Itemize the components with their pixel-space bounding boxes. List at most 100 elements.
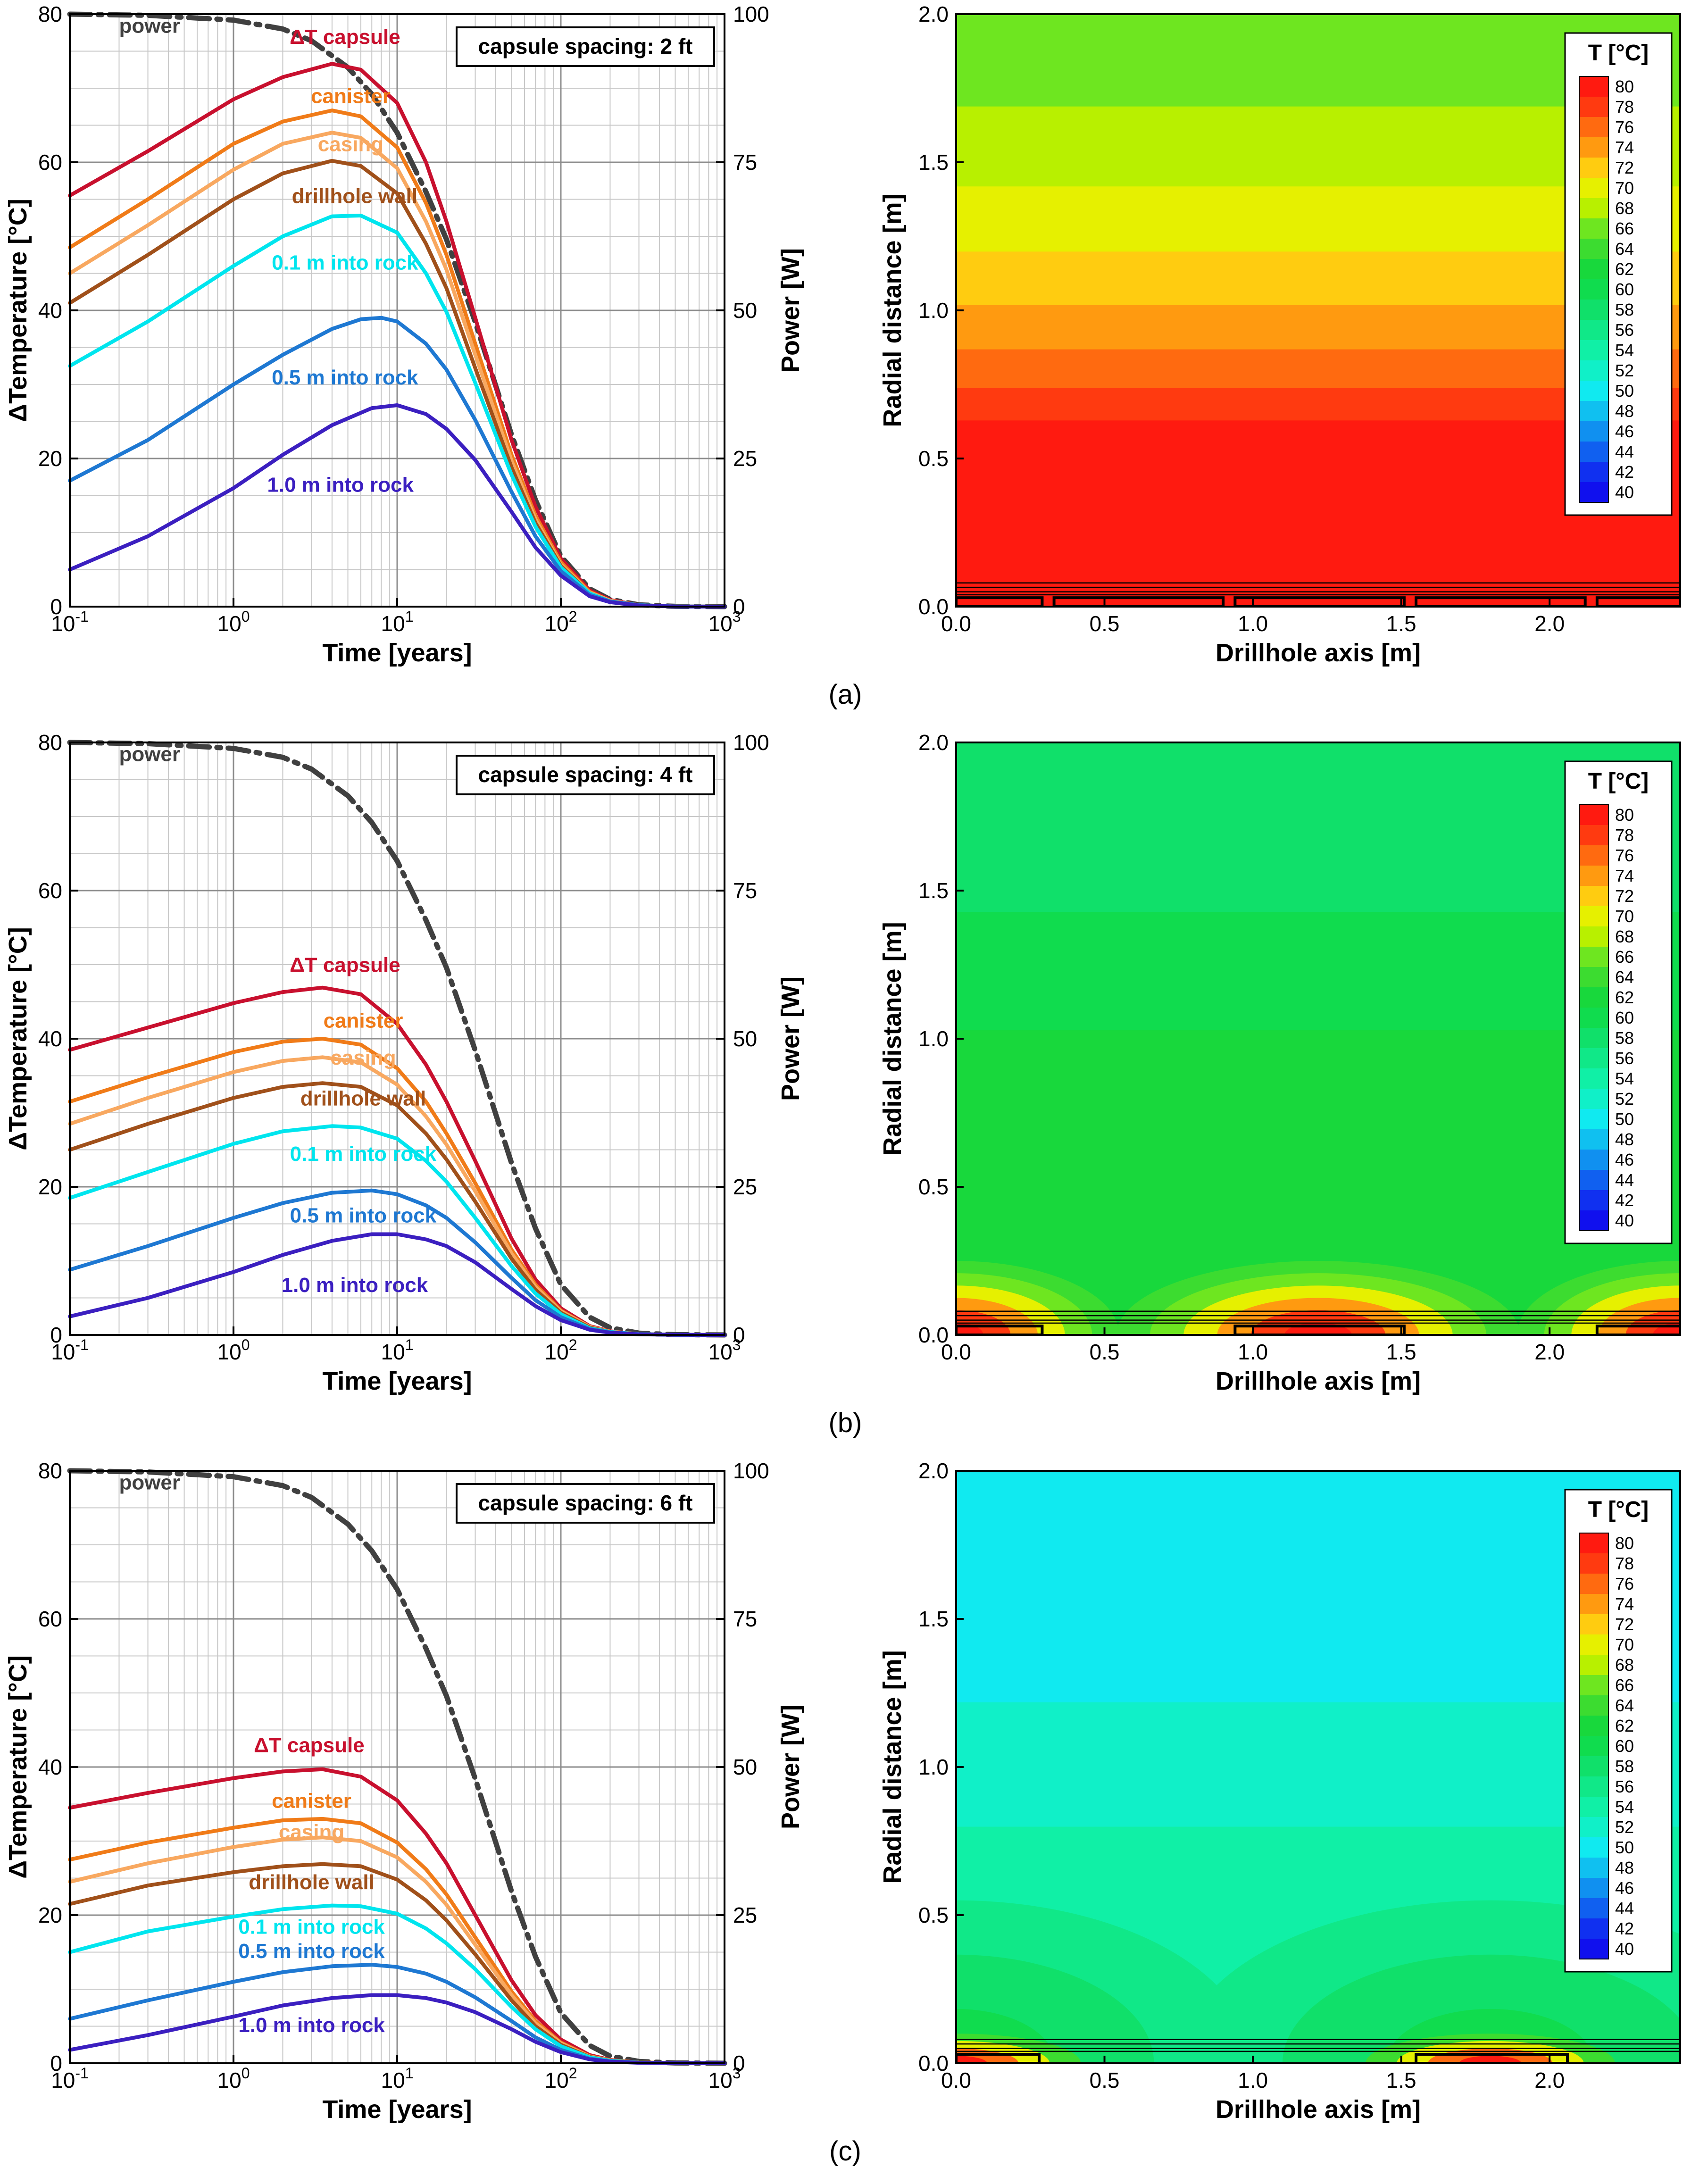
contour-blob: [956, 2056, 988, 2063]
contour-band: [956, 742, 1680, 912]
colorbar-level-label: 52: [1615, 361, 1634, 380]
colorbar-swatch: [1579, 1878, 1608, 1898]
y-tick-label: 20: [38, 446, 62, 471]
y-tick-label: 0.0: [918, 1323, 949, 1347]
x-tick-label: 10-1: [51, 608, 89, 636]
y-tick-label: 80: [38, 730, 62, 755]
spacing-box: [456, 755, 715, 795]
y-tick-label: 60: [38, 878, 62, 903]
series-line-power: [67, 740, 727, 1338]
colorbar-level-label: 74: [1615, 1594, 1634, 1614]
x-axis-label: Time [years]: [322, 639, 472, 667]
colorbar-level-label: 42: [1615, 1191, 1634, 1210]
capsule-outline: [1052, 596, 1225, 607]
colorbar-level-label: 62: [1615, 988, 1634, 1007]
colorbar-level-label: 50: [1615, 1109, 1634, 1129]
colorbar-swatch: [1579, 1614, 1608, 1634]
y-axis-label: Radial distance [m]: [878, 1650, 907, 1884]
colorbar-frame: [1579, 1533, 1609, 1959]
x-tick-label: 10-1: [51, 1336, 89, 1364]
series-label: power: [119, 14, 180, 37]
series-label: power: [119, 1471, 180, 1494]
series-label: 0.5 m into rock: [272, 366, 418, 389]
colorbar-level-label: 80: [1615, 77, 1634, 96]
x-tick-label: 0.5: [1090, 2068, 1120, 2092]
y2-tick-label: 75: [733, 1607, 757, 1631]
x-axis-label: Drillhole axis [m]: [1216, 639, 1421, 667]
colorbar-level-label: 60: [1615, 1008, 1634, 1027]
colorbar-swatch: [1579, 1574, 1608, 1594]
series-label: drillhole wall: [249, 1871, 375, 1894]
colorbar-swatch: [1579, 158, 1608, 178]
y-tick-label: 0: [50, 2051, 62, 2076]
colorbar-level-label: 58: [1615, 1028, 1634, 1048]
y-tick-label: 0.0: [918, 2051, 949, 2076]
colorbar-swatch: [1579, 421, 1608, 442]
series-label: 0.5 m into rock: [238, 1940, 385, 1963]
major-grid: [70, 14, 725, 607]
capsule-outline: [956, 2053, 1041, 2063]
colorbar-level-label: 58: [1615, 300, 1634, 319]
x-tick-label: 0.0: [941, 2068, 971, 2092]
colorbar-swatch: [1579, 381, 1608, 401]
x-tick-label: 101: [381, 1336, 414, 1364]
colorbar-level-label: 62: [1615, 1716, 1634, 1735]
colorbar-level-label: 80: [1615, 1534, 1634, 1553]
colorbar-level-label: 68: [1615, 1655, 1634, 1675]
colorbar-swatch: [1579, 442, 1608, 462]
colorbar-level-label: 46: [1615, 422, 1634, 441]
series-label: 1.0 m into rock: [282, 1274, 428, 1297]
colorbar-level-label: 72: [1615, 886, 1634, 906]
y-tick-label: 0.5: [918, 446, 949, 471]
contour-band: [956, 304, 1680, 350]
spacing-label: capsule spacing: 2 ft: [478, 34, 692, 58]
colorbar-level-label: 54: [1615, 1069, 1634, 1088]
colorbar-swatch: [1579, 845, 1608, 866]
colorbar-swatch: [1579, 1675, 1608, 1695]
colorbar-swatch: [1579, 1736, 1608, 1756]
y-tick-label: 20: [38, 1175, 62, 1199]
colorbar-level-label: 66: [1615, 1676, 1634, 1695]
colorbar-level-label: 40: [1615, 483, 1634, 502]
colorbar-swatch: [1579, 1068, 1608, 1089]
colorbar-swatch: [1579, 340, 1608, 360]
colorbar-swatch: [1579, 805, 1608, 825]
x-tick-label: 100: [217, 1336, 250, 1364]
series-label: canister: [272, 1789, 351, 1812]
contour-field: [956, 742, 1680, 1335]
series-label: canister: [324, 1009, 403, 1032]
colorbar-level-label: 64: [1615, 967, 1634, 987]
y2-tick-label: 100: [733, 1459, 769, 1483]
colorbar-swatch: [1579, 178, 1608, 198]
colorbar-swatch: [1579, 1634, 1608, 1655]
y2-tick-label: 0: [733, 594, 745, 619]
colorbar-level-label: 50: [1615, 1838, 1634, 1857]
colorbar-level-label: 54: [1615, 1797, 1634, 1817]
colorbar-swatch: [1579, 360, 1608, 381]
x-tick-label: 1.5: [1386, 611, 1416, 636]
colorbar-level-label: 54: [1615, 341, 1634, 360]
colorbar-swatch: [1579, 259, 1608, 279]
y-tick-label: 40: [38, 1755, 62, 1779]
x-axis-label: Drillhole axis [m]: [1216, 1367, 1421, 1395]
colorbar-swatch: [1579, 76, 1608, 97]
colorbar-level-label: 58: [1615, 1757, 1634, 1776]
colorbar-swatch: [1579, 1918, 1608, 1939]
series-label: casing: [330, 1046, 396, 1069]
colorbar-level-label: 78: [1615, 97, 1634, 117]
y-tick-label: 60: [38, 150, 62, 175]
y2-tick-label: 50: [733, 1026, 757, 1051]
colorbar-level-label: 44: [1615, 1899, 1634, 1918]
contour-band: [956, 911, 1680, 1031]
y-tick-label: 0: [50, 1323, 62, 1347]
y-tick-label: 0.0: [918, 594, 949, 619]
contour-band: [956, 14, 1680, 107]
colorbar-level-label: 60: [1615, 280, 1634, 299]
colorbar-swatch: [1579, 218, 1608, 239]
contour-band: [956, 349, 1680, 388]
colorbar-title: T [°C]: [1588, 769, 1649, 794]
colorbar-level-label: 56: [1615, 320, 1634, 340]
x-tick-label: 1.0: [1238, 611, 1268, 636]
series-label: 0.1 m into rock: [290, 1142, 437, 1166]
